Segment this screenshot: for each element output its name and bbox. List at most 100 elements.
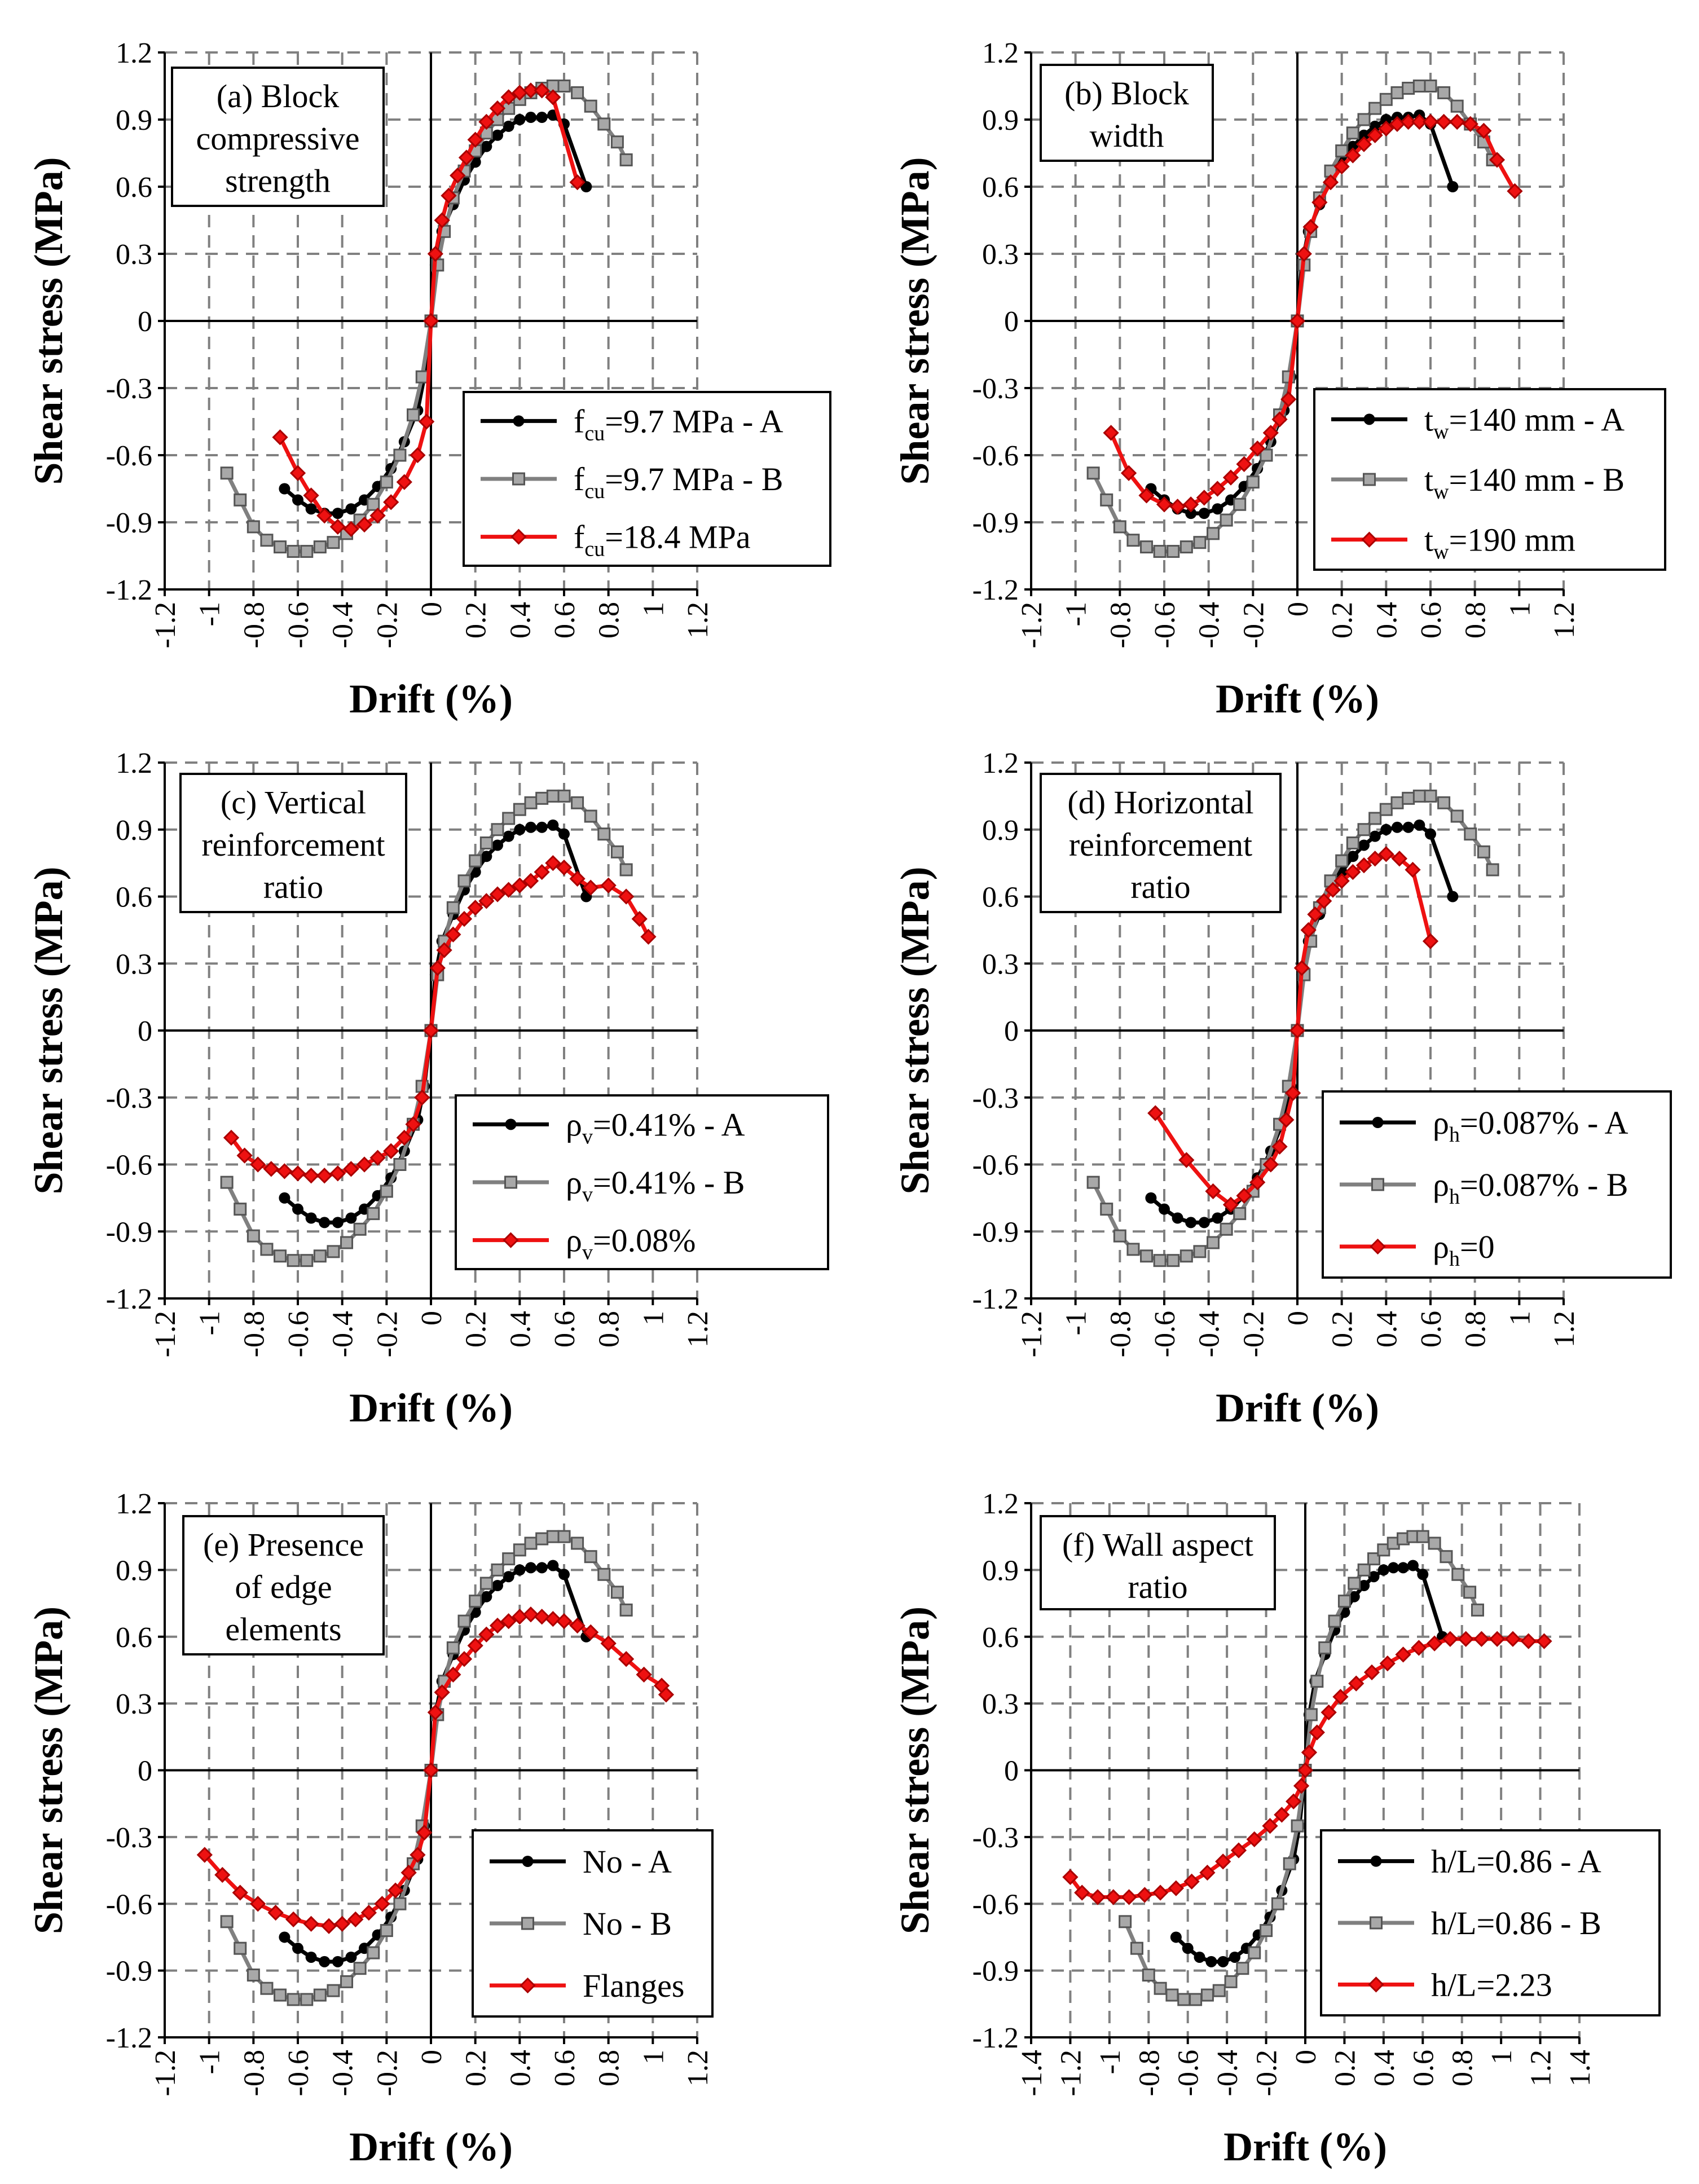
data-point xyxy=(260,1982,274,1995)
legend-label-rest: =0.087% - A xyxy=(1460,1104,1628,1141)
data-point xyxy=(1138,487,1155,504)
data-point xyxy=(514,824,526,835)
x-tick-label: -0.8 xyxy=(238,1311,270,1357)
data-point xyxy=(1424,80,1437,93)
data-point xyxy=(383,1143,399,1159)
data-point xyxy=(1395,1646,1411,1663)
y-tick-label: 1.2 xyxy=(116,747,152,780)
data-point xyxy=(1380,114,1392,125)
legend-label-main: h/L=2.23 xyxy=(1431,1966,1552,2003)
legend-marker xyxy=(504,1175,517,1189)
data-point xyxy=(469,854,482,868)
y-tick-label: 0 xyxy=(138,1015,152,1047)
data-point xyxy=(1437,86,1451,99)
data-point xyxy=(220,1175,234,1189)
x-tick-label: 0.8 xyxy=(593,1311,626,1348)
data-point xyxy=(1489,1631,1506,1647)
annotation-box xyxy=(1040,1515,1276,1610)
y-tick-label: 0.6 xyxy=(982,1622,1019,1654)
data-point xyxy=(1286,1793,1302,1809)
annotation-line: reinforcement xyxy=(201,826,385,863)
data-point xyxy=(353,1962,367,1975)
data-point xyxy=(1335,854,1349,868)
data-point xyxy=(1328,1614,1341,1628)
data-point xyxy=(1379,803,1393,816)
legend-label-main: h/L=0.86 - A xyxy=(1431,1843,1601,1880)
data-point xyxy=(272,429,288,446)
data-point xyxy=(220,1915,234,1928)
data-point xyxy=(1165,1988,1179,2002)
legend-label-rest: =18.4 MPa xyxy=(605,519,750,556)
data-point xyxy=(1507,183,1523,200)
legend-label-subscript: cu xyxy=(584,421,605,445)
data-point xyxy=(287,545,300,558)
data-point xyxy=(489,1617,506,1634)
legend-label: fcu=9.7 MPa - A xyxy=(574,403,784,445)
data-point xyxy=(618,888,635,905)
data-point xyxy=(1062,1869,1079,1886)
legend-label: No - B xyxy=(583,1905,672,1942)
data-point xyxy=(303,1168,319,1184)
data-point xyxy=(478,113,495,130)
data-point xyxy=(292,1203,303,1215)
data-point xyxy=(545,1611,561,1627)
data-point xyxy=(234,493,247,507)
legend-marker xyxy=(1361,531,1377,548)
x-tick-label: -0.4 xyxy=(327,602,359,648)
data-point xyxy=(329,1165,346,1182)
data-point xyxy=(236,1147,253,1164)
y-tick-label: 0.6 xyxy=(116,1622,152,1654)
data-point xyxy=(558,1569,570,1580)
data-point xyxy=(1450,99,1464,113)
data-point xyxy=(610,1586,624,1599)
data-point xyxy=(1230,1842,1247,1859)
data-point xyxy=(512,877,528,893)
legend-label-subscript: h xyxy=(1449,1123,1460,1147)
y-axis-title: Shear stress (MPa) xyxy=(26,157,71,485)
data-point xyxy=(584,809,597,823)
data-point xyxy=(1289,312,1306,329)
data-point xyxy=(1300,922,1317,938)
data-point xyxy=(1337,1595,1351,1608)
data-point xyxy=(618,1651,635,1667)
y-tick-label: 1.2 xyxy=(982,747,1019,780)
x-tick-label: 0.2 xyxy=(1329,2050,1361,2086)
data-point xyxy=(287,1993,300,2006)
chart-panel-6: -1.2-0.9-0.6-0.300.30.60.91.2-1.4 -1.2 -1-… xyxy=(892,1488,1661,2169)
data-point xyxy=(1463,1586,1477,1599)
x-tick-label: 0.4 xyxy=(1371,602,1403,639)
x-tick-label: 0.2 xyxy=(1327,602,1359,639)
data-point xyxy=(536,112,548,124)
annotation-line: elements xyxy=(225,1611,341,1648)
data-point xyxy=(640,928,657,945)
x-tick-label: -0.4 xyxy=(327,2050,359,2096)
data-point xyxy=(329,518,346,535)
y-axis-title: Shear stress (MPa) xyxy=(26,1606,71,1934)
data-point xyxy=(600,877,617,893)
series-3 xyxy=(223,855,657,1184)
data-point xyxy=(327,1984,340,1997)
data-point xyxy=(1271,1897,1284,1910)
data-point xyxy=(1411,1640,1427,1656)
data-point xyxy=(327,536,340,549)
data-point xyxy=(1199,1864,1216,1881)
data-point xyxy=(556,1613,573,1630)
data-point xyxy=(536,1562,548,1574)
data-point xyxy=(1183,1873,1200,1890)
data-point xyxy=(1428,1536,1441,1550)
data-point xyxy=(1357,113,1371,126)
data-point xyxy=(340,1975,354,1988)
data-point xyxy=(631,910,648,927)
data-point xyxy=(292,494,303,506)
data-point xyxy=(414,1089,430,1106)
data-point xyxy=(1536,1633,1552,1649)
data-point xyxy=(1355,136,1372,152)
data-point xyxy=(547,819,559,831)
legend-label: ρv=0.41% - B xyxy=(566,1164,745,1207)
data-point xyxy=(196,1847,213,1863)
x-tick-label: -0.8 xyxy=(1133,2050,1165,2096)
data-point xyxy=(250,1156,266,1173)
data-point xyxy=(479,836,493,849)
data-point xyxy=(416,1824,433,1841)
legend-marker xyxy=(1363,413,1375,425)
